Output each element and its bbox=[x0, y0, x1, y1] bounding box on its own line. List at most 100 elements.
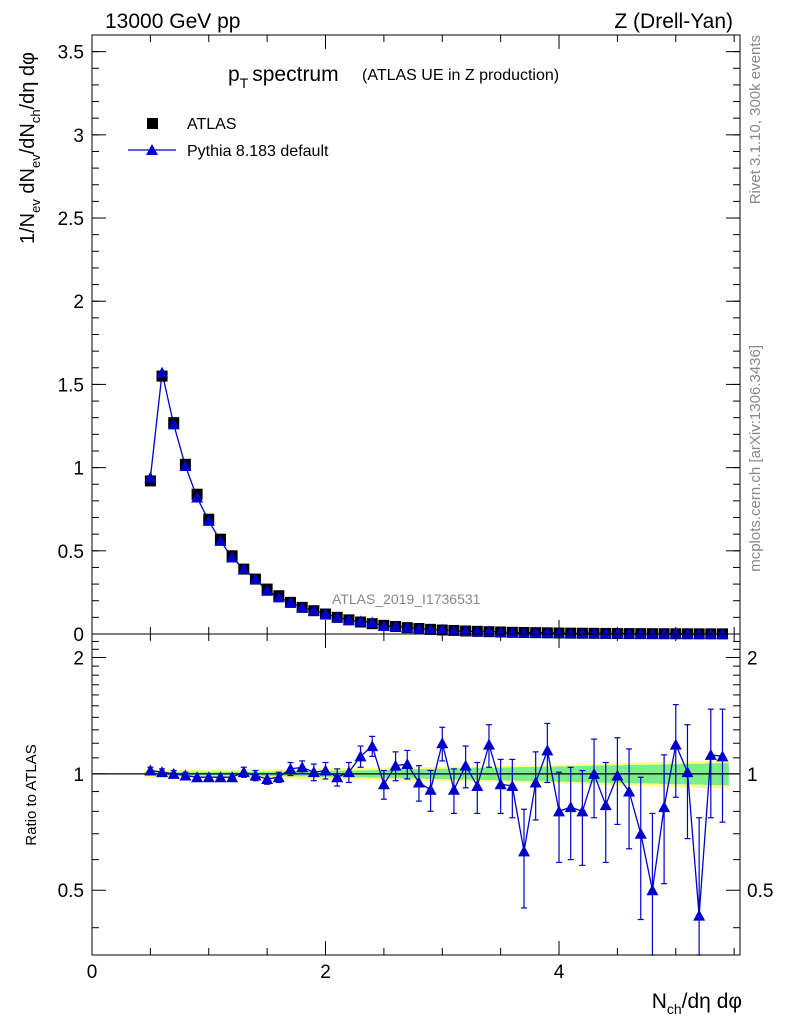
plot-title: pT spectrum bbox=[228, 63, 339, 91]
mc-data-point bbox=[588, 627, 601, 639]
ratio-data-point bbox=[167, 767, 180, 779]
mc-data-point bbox=[424, 623, 437, 635]
ratio-data-point bbox=[261, 772, 274, 784]
ratio-data-point bbox=[681, 766, 694, 778]
mc-data-point bbox=[331, 611, 344, 623]
ratio-data-point bbox=[634, 827, 647, 839]
mc-data-point bbox=[576, 627, 589, 639]
ratio-data-point bbox=[412, 776, 425, 788]
ratio-data-point bbox=[494, 778, 507, 790]
mc-data-point bbox=[167, 418, 180, 430]
mc-data-point bbox=[669, 627, 682, 639]
ratio-data-point bbox=[284, 762, 297, 774]
ylabel-part-4: ev bbox=[28, 154, 43, 168]
header-left-label: 13000 GeV pp bbox=[105, 10, 240, 33]
ratio-data-point bbox=[459, 759, 472, 771]
ratio-ylabel: Ratio to ATLAS bbox=[23, 744, 40, 845]
xlabel-part-2: ch bbox=[667, 1001, 682, 1017]
legend-mc-marker bbox=[146, 144, 158, 155]
main-ytick-label: 2 bbox=[73, 292, 84, 313]
mcplots-label: mcplots.cern.ch [arXiv:1306.3436] bbox=[747, 345, 764, 572]
ratio-data-point bbox=[331, 771, 344, 783]
ratio-data-point bbox=[588, 767, 601, 779]
ratio-xtick-label: 4 bbox=[554, 962, 565, 983]
ratio-data-point bbox=[249, 769, 262, 781]
legend-atlas-marker bbox=[147, 118, 158, 129]
ratio-axis-ticks: 0.5 0.5 1 1 2 2 0 2 4 bbox=[58, 634, 773, 983]
ratio-data-point bbox=[576, 805, 589, 817]
main-ytick-label: 3.5 bbox=[58, 43, 84, 64]
ratio-frame bbox=[91, 633, 741, 956]
legend-mc-label: Pythia 8.183 default bbox=[187, 143, 329, 160]
mc-data-point bbox=[261, 584, 274, 596]
main-ytick-label: 3 bbox=[73, 126, 84, 147]
mc-data-point bbox=[389, 620, 402, 632]
mc-data-point bbox=[179, 459, 192, 471]
ratio-data-point bbox=[436, 737, 449, 749]
plot-title-main: p bbox=[228, 63, 240, 86]
ratio-data-point bbox=[214, 771, 227, 783]
mc-data-point bbox=[436, 623, 449, 635]
mc-data-point bbox=[202, 514, 215, 526]
ratio-data-point bbox=[646, 884, 659, 896]
ratio-data-point bbox=[377, 778, 390, 790]
mc-data-point bbox=[272, 591, 285, 603]
ratio-data-point bbox=[389, 759, 402, 771]
ratio-data-point bbox=[529, 776, 542, 788]
ratio-data-point bbox=[144, 764, 157, 776]
mc-data-point bbox=[541, 626, 554, 638]
ratio-data-point bbox=[226, 771, 239, 783]
mc-data-point bbox=[564, 627, 577, 639]
mc-data-point bbox=[401, 621, 414, 633]
ratio-data-point bbox=[191, 771, 204, 783]
ratio-xtick-label: 2 bbox=[320, 962, 331, 983]
plot-subtitle: (ATLAS UE in Z production) bbox=[362, 67, 559, 84]
mc-data-point bbox=[553, 627, 566, 639]
mc-data-point bbox=[506, 626, 519, 638]
ratio-data-point bbox=[564, 801, 577, 813]
ratio-data-point bbox=[319, 764, 332, 776]
ratio-ytick-label-right: 1 bbox=[747, 765, 758, 786]
mc-data-point bbox=[342, 613, 355, 625]
ratio-data-point bbox=[693, 909, 706, 921]
ratio-ytick-label: 2 bbox=[73, 648, 84, 669]
mc-data-point bbox=[459, 625, 472, 637]
ratio-ytick-label-right: 2 bbox=[747, 648, 758, 669]
mc-data-point bbox=[319, 608, 332, 620]
ratio-ytick-label: 1 bbox=[73, 765, 84, 786]
mc-data-point bbox=[366, 616, 379, 628]
mc-data-point bbox=[646, 627, 659, 639]
mc-data-point bbox=[518, 627, 530, 639]
ratio-data-point bbox=[179, 769, 192, 781]
ratio-data-point bbox=[354, 750, 367, 762]
plot-title-sub: T bbox=[240, 75, 249, 91]
ratio-data-point bbox=[296, 761, 309, 773]
plot-title-rest: spectrum bbox=[252, 63, 338, 86]
ylabel-part-7: /dη dφ bbox=[17, 52, 39, 109]
rivet-version-label: Rivet 3.1.10, 300k events bbox=[747, 35, 764, 204]
mc-data-point bbox=[237, 563, 250, 575]
analysis-label: ATLAS_2019_I1736531 bbox=[332, 591, 481, 607]
ratio-data-point bbox=[553, 805, 566, 817]
ratio-data-point bbox=[401, 758, 414, 770]
ylabel-part-5: /dN bbox=[17, 123, 39, 154]
ratio-xtick-label: 0 bbox=[87, 962, 98, 983]
legend-atlas-label: ATLAS bbox=[187, 116, 237, 133]
ratio-data-point bbox=[541, 744, 554, 756]
mc-data-point bbox=[681, 627, 694, 639]
ratio-ytick-label-right: 0.5 bbox=[747, 881, 773, 902]
ratio-data-point bbox=[307, 766, 320, 778]
mc-data-point bbox=[693, 627, 706, 639]
ratio-data-point bbox=[716, 750, 729, 762]
ratio-data-point bbox=[599, 799, 612, 811]
main-ytick-label: 2.5 bbox=[58, 209, 84, 230]
ratio-data-point bbox=[272, 771, 285, 783]
mc-data-point bbox=[658, 627, 671, 639]
main-ytick-label: 0.5 bbox=[58, 542, 84, 563]
main-ytick-label: 0 bbox=[73, 625, 84, 646]
mc-data-point bbox=[447, 624, 460, 636]
main-axis-ticks: 0 0.5 1 1.5 2 2.5 3 3.5 bbox=[58, 35, 740, 646]
mc-data-point bbox=[156, 366, 169, 378]
mc-data-point bbox=[377, 620, 390, 632]
